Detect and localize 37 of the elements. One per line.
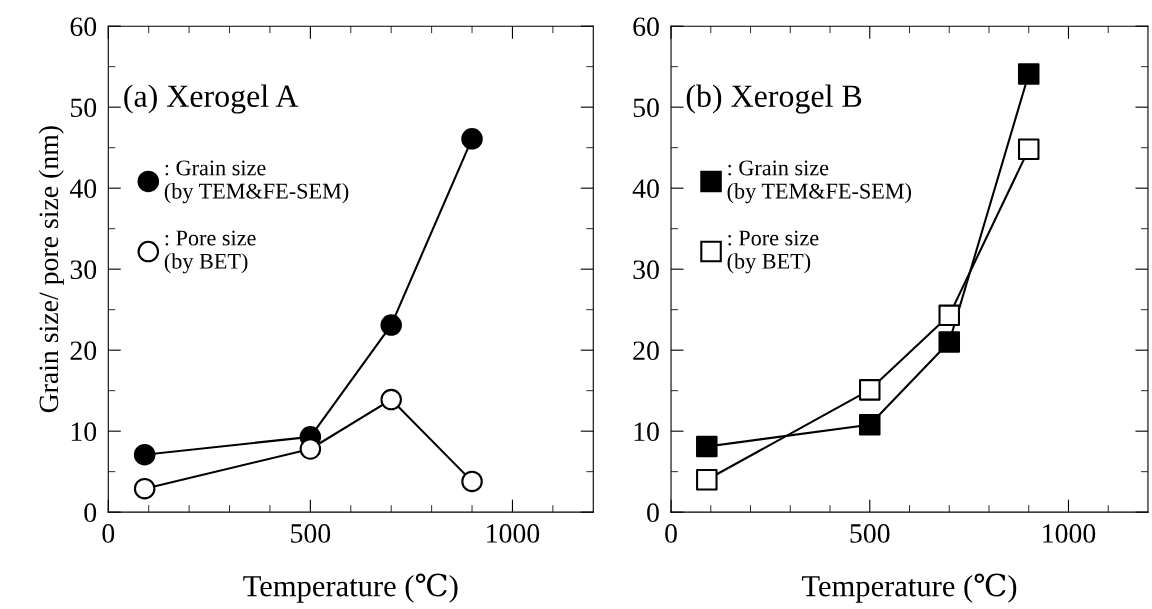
- x-axis-title: Temperature (℃): [802, 573, 1017, 603]
- y-tick-label: 20: [70, 341, 97, 361]
- point: [938, 304, 961, 327]
- point: [859, 379, 881, 401]
- legend-label: : Pore size (by BET): [727, 230, 819, 274]
- y-tick-label: 60: [70, 17, 97, 37]
- x-tick-label: 0: [102, 524, 115, 543]
- y-tick-label: 40: [69, 179, 97, 199]
- text: (a) Xerogel A: [124, 84, 299, 114]
- legend-label: : Grain size (by TEM&FE-SEM): [164, 160, 349, 204]
- y-tick-label: 20: [633, 341, 659, 361]
- y-tick-label: 30: [70, 260, 97, 280]
- x-tick-label: 1000: [487, 524, 540, 543]
- y-tick-label: 40: [632, 179, 659, 199]
- y-tick-label: 10: [634, 422, 659, 442]
- x-axis-title: Temperature (℃): [243, 573, 458, 603]
- y-tick-label: 60: [633, 17, 659, 37]
- y-tick-label: 50: [633, 98, 659, 118]
- point: [696, 435, 718, 458]
- text: (b) Xerogel B: [686, 84, 862, 114]
- x-tick-label: 500: [850, 524, 890, 543]
- legend-label: : Grain size (by TEM&FE-SEM): [727, 160, 912, 204]
- legend-label: : Pore size (by BET): [164, 230, 256, 274]
- y-tick-label: 0: [647, 503, 659, 523]
- y-tick-label: 50: [71, 98, 97, 118]
- point: [1017, 63, 1040, 85]
- point: [696, 469, 718, 491]
- point: [1017, 138, 1040, 161]
- x-tick-label: 500: [291, 524, 331, 543]
- x-tick-label: 1000: [1043, 524, 1096, 543]
- point: [938, 331, 961, 353]
- y-tick-label: 30: [633, 260, 659, 280]
- point: [859, 413, 881, 436]
- y-tick-label: 10: [71, 422, 97, 442]
- y-axis-title: Grain size/ pore size (nm): [38, 126, 64, 413]
- x-tick-label: 0: [665, 524, 677, 543]
- y-tick-label: 0: [84, 503, 97, 523]
